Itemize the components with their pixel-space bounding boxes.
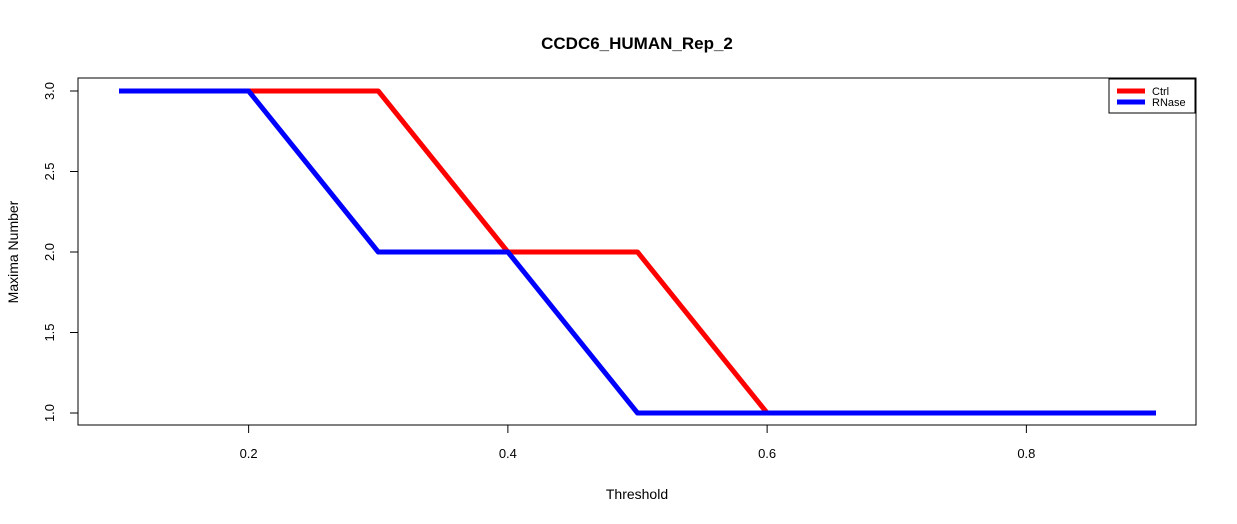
series-layer (119, 88, 1156, 416)
x-tick-label: 0.6 (758, 446, 776, 461)
x-tick-label: 0.8 (1017, 446, 1035, 461)
x-axis: 0.2 0.4 0.6 0.8 (240, 424, 1035, 461)
series-line-ctrl (119, 88, 1156, 416)
y-tick-label: 2.0 (42, 243, 57, 261)
legend-label-ctrl: Ctrl (1152, 86, 1169, 98)
x-tick-label: 0.2 (240, 446, 258, 461)
legend-box (1108, 78, 1196, 114)
y-axis: 1.0 1.5 2.0 2.5 3.0 (42, 82, 79, 422)
y-axis-label: Maxima Number (5, 200, 21, 303)
x-tick-label: 0.4 (499, 446, 517, 461)
y-tick-label: 2.5 (42, 162, 57, 180)
legend-label-rnase: RNase (1152, 97, 1186, 109)
y-tick-label: 1.0 (42, 404, 57, 422)
x-axis-label: Threshold (606, 486, 668, 502)
chart-title: CCDC6_HUMAN_Rep_2 (541, 34, 733, 53)
y-tick-label: 1.5 (42, 323, 57, 341)
y-tick-label: 3.0 (42, 82, 57, 100)
series-line-rnase (119, 88, 1156, 416)
